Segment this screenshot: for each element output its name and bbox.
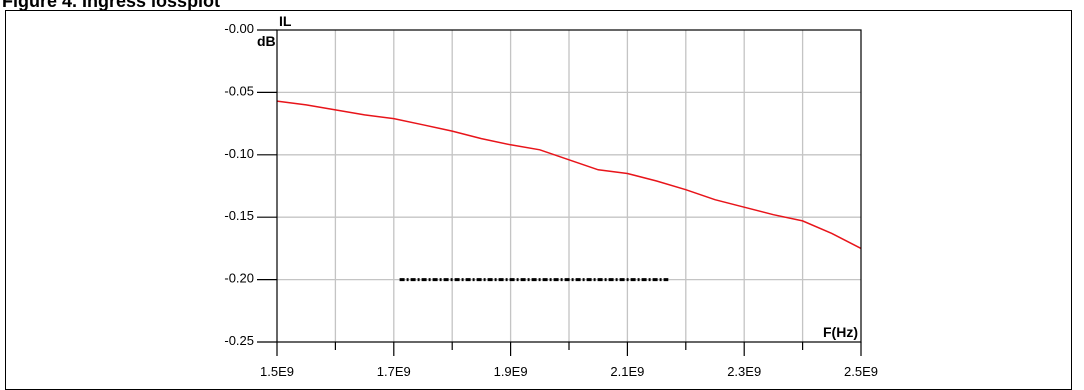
x-tick-label: 1.5E9 bbox=[260, 364, 294, 379]
y-tick-label: -0.05 bbox=[224, 83, 254, 98]
axis-labels: -0.00 -0.05 -0.10 -0.15 -0.20 -0.25 1.5E9 1.7E9… bbox=[224, 13, 878, 379]
y-tick-label: -0.15 bbox=[224, 208, 254, 223]
plot-axes bbox=[257, 29, 862, 356]
figure-title: Figure 4. Ingress lossplot bbox=[2, 0, 221, 11]
figure-header: Figure 4. Ingress lossplot bbox=[0, 0, 1084, 16]
x-tick-label: 2.5E9 bbox=[844, 364, 878, 379]
series-line-1 bbox=[276, 100, 862, 250]
insertion-loss-chart: -0.00 -0.05 -0.10 -0.15 -0.20 -0.25 1.5E9 1.7E9… bbox=[224, 13, 878, 379]
grid-lines bbox=[277, 30, 861, 342]
x-tick-label: 2.3E9 bbox=[727, 364, 761, 379]
y-tick-label: -0.25 bbox=[224, 333, 254, 348]
x-tick-label: 2.1E9 bbox=[610, 364, 644, 379]
y-axis-title: IL bbox=[279, 13, 292, 29]
x-tick-label: 1.7E9 bbox=[377, 364, 411, 379]
y-tick-label: -0.00 bbox=[224, 21, 254, 36]
y-tick-label: -0.10 bbox=[224, 146, 254, 161]
x-axis-title: F(Hz) bbox=[823, 324, 858, 340]
series-layer bbox=[276, 100, 862, 282]
y-axis-unit: dB bbox=[257, 33, 276, 49]
x-tick-label: 1.9E9 bbox=[494, 364, 528, 379]
y-tick-label: -0.20 bbox=[224, 271, 254, 286]
